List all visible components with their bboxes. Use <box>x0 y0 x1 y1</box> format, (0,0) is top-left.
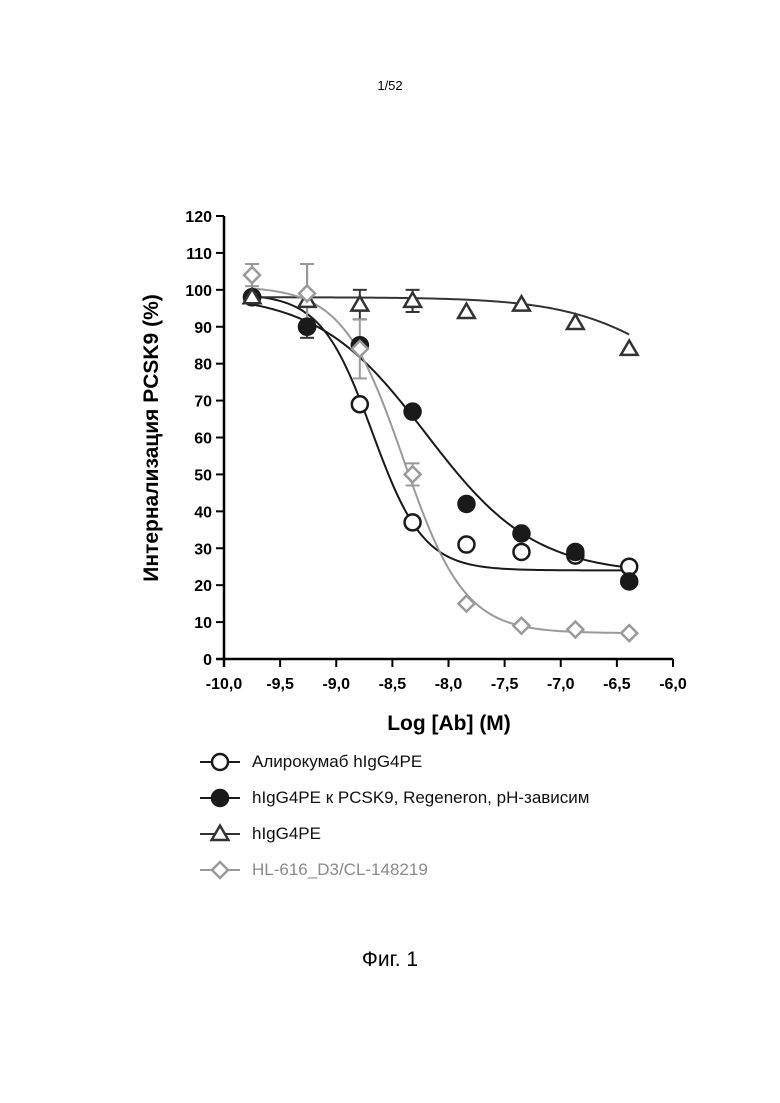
y-tick-label: 70 <box>194 394 212 411</box>
x-tick-label: -6,0 <box>659 676 687 693</box>
legend-item-3: hIgG4PE <box>198 816 590 852</box>
legend-marker-4 <box>198 858 242 882</box>
y-tick-label: 30 <box>194 541 212 558</box>
legend-label-2: hIgG4PE к PCSK9, Regeneron, pH-зависим <box>252 788 590 808</box>
legend-symbol-1 <box>212 754 228 770</box>
x-tick-label: -10,0 <box>206 676 243 693</box>
data-point-series-1 <box>352 396 368 412</box>
legend-symbol-3 <box>212 826 229 840</box>
data-point-series-4 <box>513 618 529 634</box>
fit-curve-series-2 <box>252 304 629 567</box>
legend-label-4: HL-616_D3/CL-148219 <box>252 860 428 880</box>
data-point-series-1 <box>513 544 529 560</box>
data-point-series-4 <box>621 625 637 641</box>
data-point-series-2 <box>405 404 421 420</box>
data-point-series-1 <box>458 537 474 553</box>
data-point-series-3 <box>621 341 638 355</box>
y-tick-label: 40 <box>194 504 212 521</box>
legend-item-1: Алирокумаб hIgG4PE <box>198 744 590 780</box>
legend-item-2: hIgG4PE к PCSK9, Regeneron, pH-зависим <box>198 780 590 816</box>
data-point-series-2 <box>567 544 583 560</box>
y-tick-label: 90 <box>194 320 212 337</box>
x-axis-title: Log [Ab] (M) <box>387 712 511 735</box>
x-tick-label: -6,5 <box>603 676 631 693</box>
y-tick-label: 80 <box>194 357 212 374</box>
y-tick-label: 110 <box>186 246 212 263</box>
legend-symbol-4 <box>212 862 228 878</box>
figure-caption: Фиг. 1 <box>0 948 780 972</box>
data-point-series-3 <box>458 304 475 318</box>
y-tick-label: 100 <box>185 283 212 300</box>
data-point-series-4 <box>299 286 315 302</box>
legend-marker-2 <box>198 786 242 810</box>
data-point-series-2 <box>458 496 474 512</box>
y-tick-label: 10 <box>194 615 212 632</box>
y-axis-title: Интернализация PCSK9 (%) <box>140 294 163 581</box>
legend-marker-3 <box>198 822 242 846</box>
data-point-series-4 <box>244 267 260 283</box>
chart-ticks: 0 10 20 30 40 50 60 70 80 90 100 110 120 -10,0 -9,5 -9,… <box>185 209 687 693</box>
x-tick-label: -7,0 <box>547 676 575 693</box>
page-number: 1/52 <box>0 78 780 93</box>
data-point-series-2 <box>513 525 529 541</box>
legend-symbol-2 <box>212 790 228 806</box>
x-tick-label: -7,5 <box>491 676 519 693</box>
chart: 0 10 20 30 40 50 60 70 80 90 100 110 120 -10,0 -9,5 -9,… <box>0 190 780 740</box>
chart-fit-curves <box>252 289 629 633</box>
y-tick-label: 0 <box>203 652 212 669</box>
y-tick-label: 60 <box>194 431 212 448</box>
legend-label-3: hIgG4PE <box>252 824 321 844</box>
x-tick-label: -8,5 <box>379 676 407 693</box>
data-point-series-2 <box>621 573 637 589</box>
data-point-series-1 <box>405 514 421 530</box>
x-tick-label: -8,0 <box>435 676 463 693</box>
x-tick-label: -9,0 <box>322 676 350 693</box>
y-tick-label: 20 <box>194 578 212 595</box>
data-point-series-4 <box>567 621 583 637</box>
chart-axes <box>216 216 673 667</box>
y-tick-label: 50 <box>194 467 212 484</box>
x-tick-label: -9,5 <box>266 676 294 693</box>
data-point-series-3 <box>567 315 584 329</box>
data-point-series-3 <box>404 293 421 307</box>
legend-marker-1 <box>198 750 242 774</box>
fit-curve-series-4 <box>252 289 629 633</box>
data-point-series-4 <box>458 596 474 612</box>
data-point-series-2 <box>299 319 315 335</box>
y-tick-label: 120 <box>185 209 212 226</box>
legend-label-1: Алирокумаб hIgG4PE <box>252 752 422 772</box>
legend: Алирокумаб hIgG4PE hIgG4PE к PCSK9, Regen… <box>198 744 590 888</box>
legend-item-4: HL-616_D3/CL-148219 <box>198 852 590 888</box>
